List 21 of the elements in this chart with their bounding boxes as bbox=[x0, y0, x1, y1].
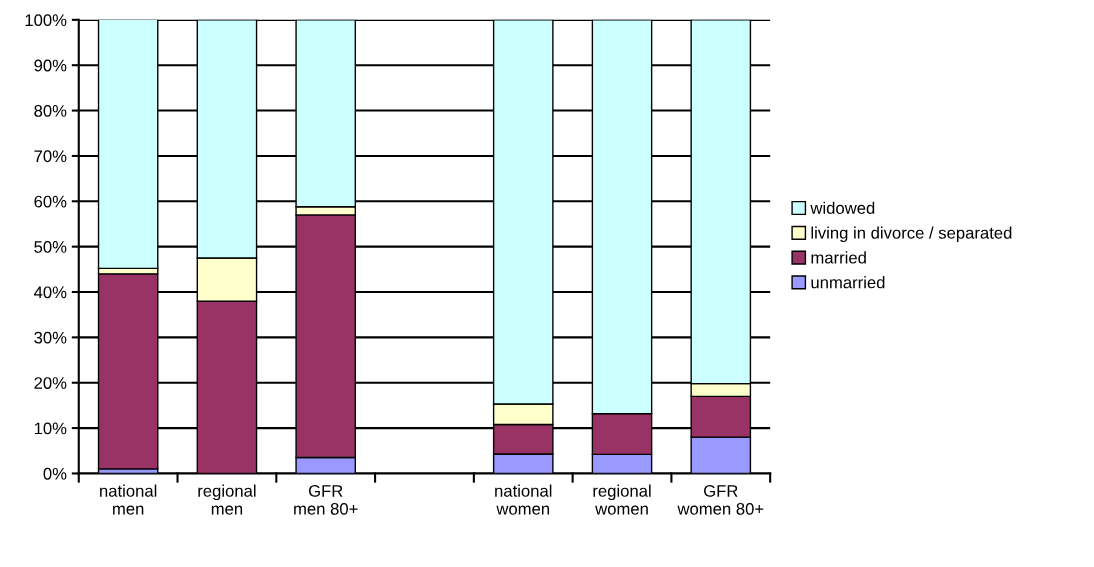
legend-label: married bbox=[811, 251, 866, 264]
x-tick-label: GFR men 80+ bbox=[294, 485, 358, 515]
y-tick-label: 70% bbox=[34, 150, 67, 163]
y-tick-label: 20% bbox=[34, 377, 67, 389]
x-tick-label: regional women bbox=[593, 484, 651, 515]
y-tick-label: 0% bbox=[43, 467, 67, 480]
legend-label: unmarried bbox=[811, 276, 885, 289]
y-tick-label: 30% bbox=[34, 331, 67, 344]
x-tick-label: national women bbox=[495, 484, 552, 515]
x-tick-label: national men bbox=[100, 484, 157, 515]
y-tick-label: 100% bbox=[25, 14, 67, 27]
y-tick-label: 60% bbox=[34, 195, 67, 208]
x-tick-label: regional men bbox=[198, 484, 256, 515]
y-tick-label: 10% bbox=[34, 422, 67, 435]
y-tick-label: 40% bbox=[33, 286, 67, 299]
y-tick-label: 90% bbox=[34, 59, 67, 72]
x-tick-label: GFR women 80+ bbox=[677, 485, 764, 515]
legend-label: widowed bbox=[810, 201, 875, 214]
y-tick-label: 80% bbox=[34, 104, 67, 117]
y-tick-label: 50% bbox=[34, 241, 67, 253]
legend-label: living in divorce / separated bbox=[811, 226, 1012, 243]
